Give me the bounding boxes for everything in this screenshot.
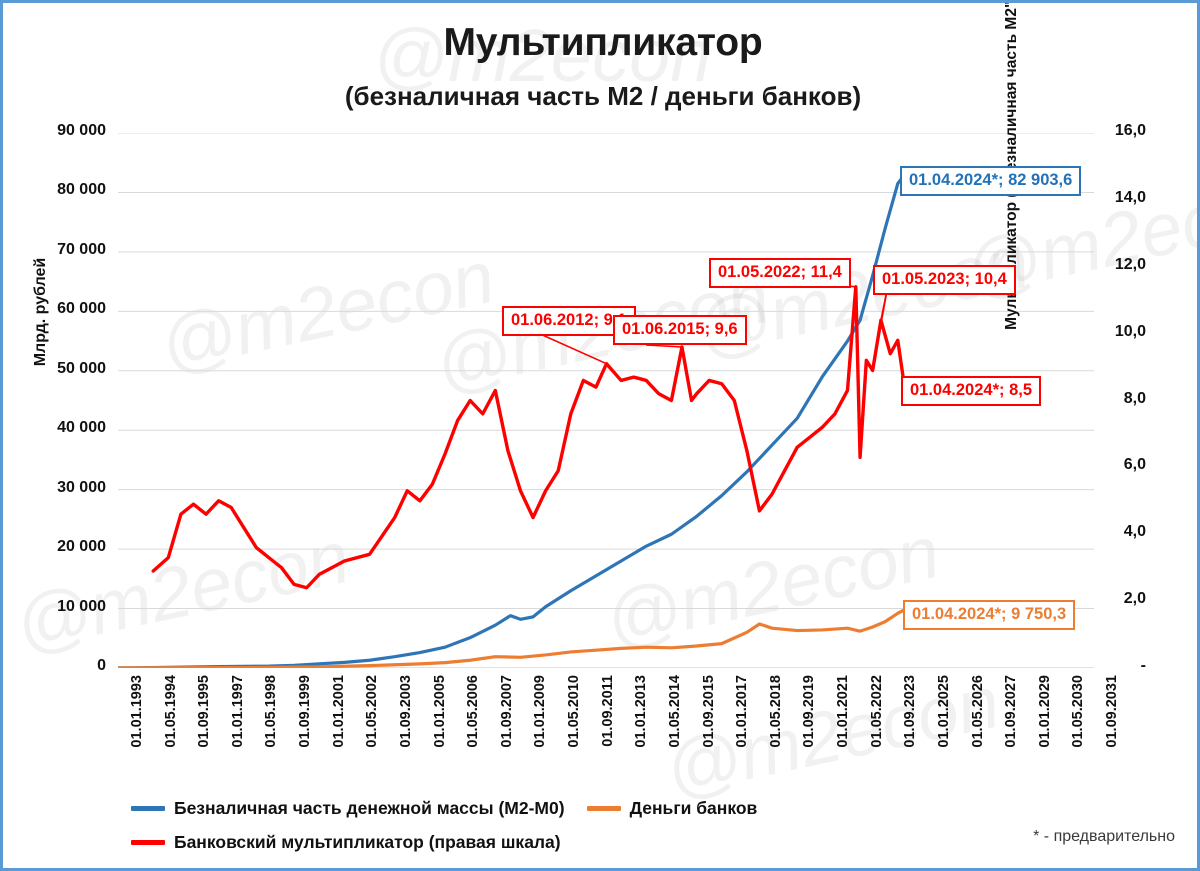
y-tick-right: 6,0 [1123,456,1146,474]
chart-subtitle: (безналичная часть M2 / деньги банков) [344,81,862,111]
y-tick-right: 4,0 [1123,523,1146,541]
x-tick: 01.01.2025 [935,675,952,748]
x-tick: 01.09.2019 [801,675,818,748]
y-tick-right: 14,0 [1114,188,1146,206]
legend-swatch-red [131,840,165,845]
x-tick: 01.01.2001 [330,675,347,748]
series-line-multiplier [151,285,906,590]
chart-title: Мультипликатор [443,21,763,64]
y-tick-left: 30 000 [57,478,106,496]
x-tick: 01.01.2009 [532,675,549,748]
y-tick-left: 90 000 [57,122,106,139]
annotation-red-2022[interactable]: 01.05.2022; 11,4 [709,258,851,288]
x-tick: 01.09.2027 [1003,675,1020,748]
y-tick-left: 50 000 [57,359,106,377]
x-tick: 01.01.2029 [1036,675,1053,748]
y-tick-right: 2,0 [1123,590,1146,608]
footnote: * - предварительно [1033,828,1175,845]
series-line-m2m0 [118,173,906,668]
x-tick: 01.01.2021 [835,675,852,748]
x-axis-ticks: 01.01.1993 01.05.1994 01.09.1995 01.01.1997… [118,673,1120,783]
y-tick-left: 20 000 [57,538,106,556]
x-tick: 01.05.2022 [868,675,885,748]
x-tick: 01.05.2018 [767,675,784,748]
legend-item-bank-money[interactable]: Деньги банков [586,798,758,819]
annotation-leader-line [645,344,683,348]
y-tick-right: 16,0 [1114,122,1146,139]
x-tick: 01.09.2007 [498,675,515,748]
y-tick-right: 8,0 [1123,389,1146,407]
y-tick-right: 10,0 [1114,322,1146,340]
x-tick: 01.09.2031 [1104,675,1120,748]
legend-swatch-blue [131,806,165,811]
x-tick: 01.05.2002 [364,675,381,748]
y-tick-left: 80 000 [57,181,106,199]
x-tick: 01.09.1999 [297,675,314,748]
annotation-blue-last-value[interactable]: 01.04.2024*; 82 903,6 [900,166,1082,196]
legend-row: Безналичная часть денежной массы (M2-M0)… [131,798,779,819]
annotation-red-last-value[interactable]: 01.04.2024*; 8,5 [901,376,1042,406]
x-tick: 01.01.2013 [633,675,650,748]
legend-label-m2m0: Безналичная часть денежной массы (M2-M0) [174,798,565,818]
x-tick: 01.05.2006 [465,675,482,748]
series-line-bank-money [118,608,906,668]
x-tick: 01.09.1995 [196,675,213,748]
legend-swatch-orange [586,806,621,811]
x-tick: 01.05.2010 [566,675,583,748]
y-tick-left: 70 000 [57,240,106,258]
x-tick: 01.09.2023 [902,675,919,748]
y-tick-right: 12,0 [1114,255,1146,273]
y-tick-left: 0 [97,657,106,674]
annotation-leader-line [537,332,607,365]
x-tick: 01.05.2030 [1070,675,1087,748]
y-tick-left: 60 000 [57,300,106,318]
x-tick: 01.01.1993 [129,675,145,748]
x-tick: 01.01.2017 [734,675,751,748]
legend-label-bank-money: Деньги банков [629,798,758,818]
legend-row: Банковский мультипликатор (правая шкала) [131,832,779,853]
x-tick: 01.09.2015 [700,675,717,748]
x-tick: 01.01.1997 [229,675,246,748]
chart-legend: Безналичная часть денежной массы (M2-M0)… [131,798,779,866]
y-tick-left: 40 000 [57,419,106,437]
legend-label-multiplier: Банковский мультипликатор (правая шкала) [174,832,561,852]
x-tick: 01.01.2005 [431,675,448,748]
legend-item-m2m0[interactable]: Безналичная часть денежной массы (M2-M0) [131,798,565,819]
x-tick: 01.05.1994 [162,675,179,748]
annotation-red-2015[interactable]: 01.06.2015; 9,6 [613,315,747,345]
x-tick: 01.05.1998 [263,675,280,748]
x-tick: 01.09.2011 [599,675,616,747]
y-tick-right: - [1140,657,1146,674]
annotation-orange-last-value[interactable]: 01.04.2024*; 9 750,3 [903,600,1076,630]
annotation-red-2023[interactable]: 01.05.2023; 10,4 [873,265,1016,295]
x-tick: 01.05.2026 [969,675,986,748]
legend-item-multiplier[interactable]: Банковский мультипликатор (правая шкала) [131,832,561,853]
x-tick: 01.09.2003 [397,675,414,748]
y-tick-left: 10 000 [57,597,106,615]
x-tick: 01.05.2014 [666,675,683,748]
